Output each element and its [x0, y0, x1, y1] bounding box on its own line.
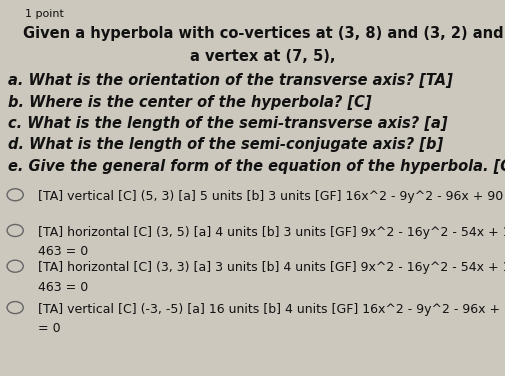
Text: [TA] horizontal [C] (3, 5) [a] 4 units [b] 3 units [GF] 9x^2 - 16y^2 - 54x + 160: [TA] horizontal [C] (3, 5) [a] 4 units […	[38, 226, 505, 239]
Text: [TA] vertical [C] (-3, -5) [a] 16 units [b] 4 units [GF] 16x^2 - 9y^2 - 96x + 90: [TA] vertical [C] (-3, -5) [a] 16 units …	[38, 303, 505, 316]
Text: e. Give the general form of the equation of the hyperbola. [GF]: e. Give the general form of the equation…	[8, 159, 505, 174]
Text: b. Where is the center of the hyperbola? [C]: b. Where is the center of the hyperbola?…	[8, 95, 370, 110]
Text: 1 point: 1 point	[25, 9, 64, 20]
Text: Given a hyperbola with co-vertices at (3, 8) and (3, 2) and: Given a hyperbola with co-vertices at (3…	[23, 26, 502, 41]
Text: c. What is the length of the semi-transverse axis? [a]: c. What is the length of the semi-transv…	[8, 116, 446, 131]
Text: [TA] horizontal [C] (3, 3) [a] 3 units [b] 4 units [GF] 9x^2 - 16y^2 - 54x + 160: [TA] horizontal [C] (3, 3) [a] 3 units […	[38, 261, 505, 274]
Text: [TA] vertical [C] (5, 3) [a] 5 units [b] 3 units [GF] 16x^2 - 9y^2 - 96x + 90 y : [TA] vertical [C] (5, 3) [a] 5 units [b]…	[38, 190, 505, 203]
Text: 463 = 0: 463 = 0	[38, 281, 88, 294]
Text: 463 = 0: 463 = 0	[38, 245, 88, 258]
Text: = 0: = 0	[38, 322, 61, 335]
Text: a vertex at (7, 5),: a vertex at (7, 5),	[190, 49, 335, 64]
Text: d. What is the length of the semi-conjugate axis? [b]: d. What is the length of the semi-conjug…	[8, 137, 442, 152]
Text: a. What is the orientation of the transverse axis? [TA]: a. What is the orientation of the transv…	[8, 73, 451, 88]
